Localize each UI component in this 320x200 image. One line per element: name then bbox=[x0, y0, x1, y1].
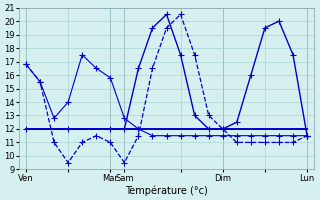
X-axis label: Température (°c): Température (°c) bbox=[125, 185, 208, 196]
